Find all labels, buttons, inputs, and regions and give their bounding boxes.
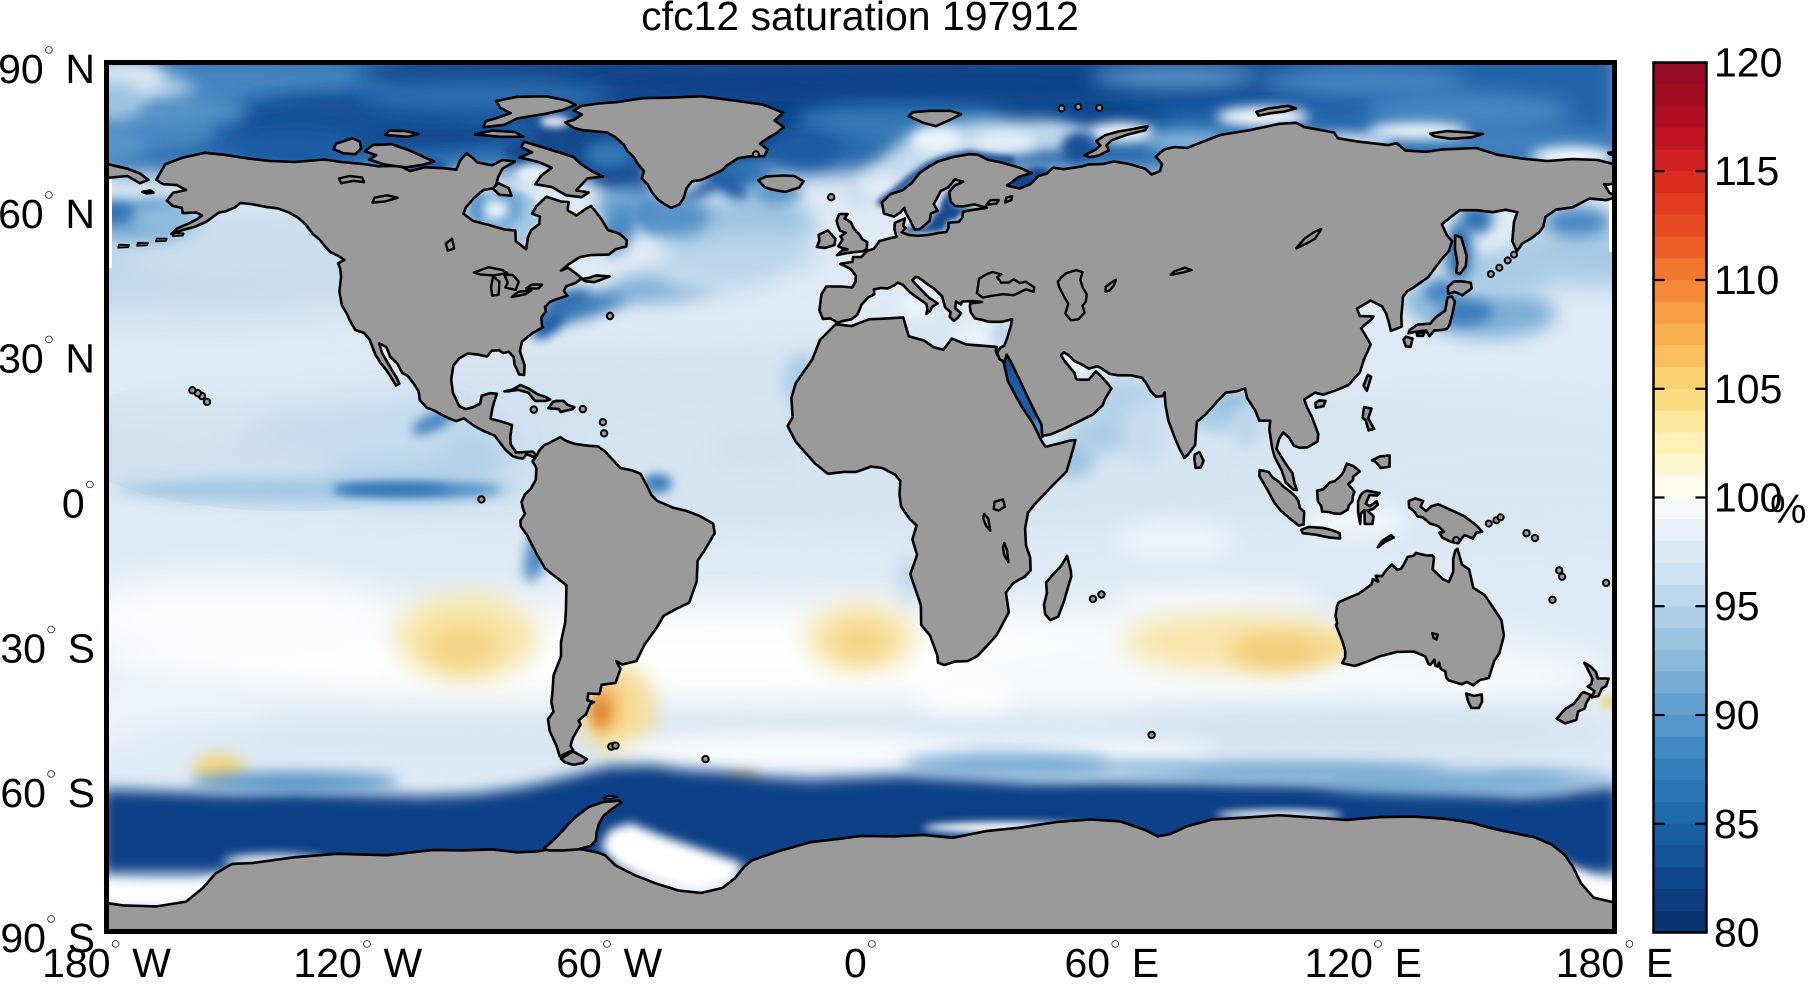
svg-text:120○ W: 120○ W xyxy=(293,934,422,984)
svg-text:30○ N: 30○ N xyxy=(0,330,95,382)
svg-text:120○ E: 120○ E xyxy=(1304,934,1421,984)
svg-text:95: 95 xyxy=(1714,583,1760,629)
svg-text:80: 80 xyxy=(1714,910,1760,956)
svg-text:100: 100 xyxy=(1714,475,1782,521)
svg-text:115: 115 xyxy=(1714,148,1779,194)
svg-text:60○ W: 60○ W xyxy=(556,934,662,984)
svg-text:60○ N: 60○ N xyxy=(0,185,95,237)
svg-text:120: 120 xyxy=(1714,40,1782,86)
svg-text:105: 105 xyxy=(1714,366,1782,412)
svg-text:180○ E: 180○ E xyxy=(1556,934,1673,984)
svg-text:180○ W: 180○ W xyxy=(42,934,171,984)
svg-text:0○: 0○ xyxy=(62,475,95,527)
svg-text:%: % xyxy=(1770,486,1806,532)
svg-text:110: 110 xyxy=(1714,257,1779,303)
svg-text:30○ S: 30○ S xyxy=(0,619,95,671)
svg-text:0○: 0○ xyxy=(844,934,877,984)
svg-text:90: 90 xyxy=(1714,692,1760,738)
svg-text:60○ S: 60○ S xyxy=(0,764,95,816)
svg-text:cfc12 saturation 197912: cfc12 saturation 197912 xyxy=(641,0,1079,39)
svg-text:60○ E: 60○ E xyxy=(1064,934,1159,984)
svg-text:90○ N: 90○ N xyxy=(0,40,95,92)
svg-text:85: 85 xyxy=(1714,801,1760,847)
